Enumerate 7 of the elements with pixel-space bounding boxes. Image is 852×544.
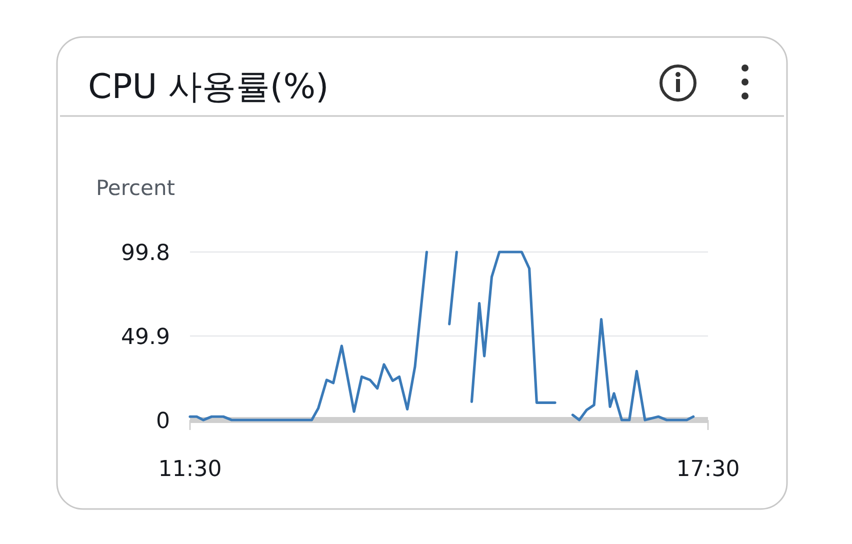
x-tick-label: 11:30 [158,457,222,482]
y-tick-label: 0 [156,409,170,434]
y-tick-label: 49.9 [121,325,170,350]
ylabel: Percent [96,176,176,200]
title: CPU 사용률(%) [88,67,329,107]
x-tick-label: 17:30 [676,457,740,482]
y-tick-label: 99.8 [121,241,170,266]
